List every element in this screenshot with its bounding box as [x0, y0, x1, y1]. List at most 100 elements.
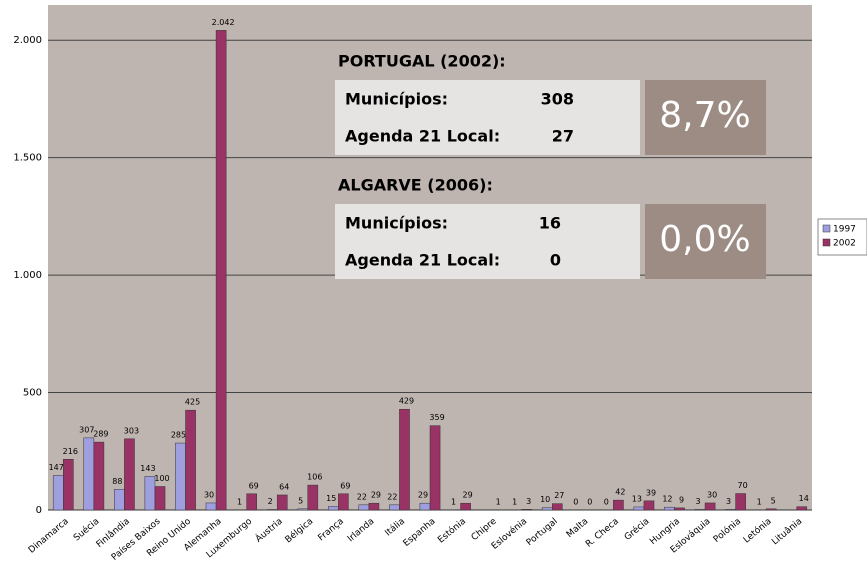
- value-label: 5: [771, 496, 776, 505]
- value-label: 0: [604, 498, 609, 507]
- bar: [114, 489, 124, 510]
- value-label: 22: [387, 492, 397, 501]
- value-label: 285: [171, 431, 186, 440]
- x-tick-label: Irlanda: [346, 517, 376, 545]
- annotation-title: ALGARVE (2006):: [338, 176, 493, 195]
- value-label: 1: [451, 497, 456, 506]
- value-label: 29: [463, 491, 473, 500]
- y-tick-label: 0: [36, 505, 42, 516]
- bar: [420, 503, 430, 510]
- x-tick-label: Polónia: [711, 516, 743, 545]
- bar: [206, 503, 216, 510]
- value-label: 106: [307, 473, 322, 482]
- annotation-label: Municípios:: [345, 214, 448, 233]
- annotation-label: Agenda 21 Local:: [345, 127, 500, 146]
- value-label: 29: [371, 491, 381, 500]
- bar: [430, 426, 440, 510]
- bar: [63, 459, 73, 510]
- bar: [298, 509, 308, 510]
- value-label: 13: [632, 494, 642, 503]
- bar: [542, 508, 552, 510]
- bar: [186, 410, 196, 510]
- value-label: 10: [540, 495, 550, 504]
- legend-label: 2002: [833, 239, 856, 249]
- x-tick-label: Malta: [565, 517, 590, 541]
- percent-value: 8,7%: [659, 95, 750, 136]
- value-label: 69: [249, 481, 259, 490]
- y-tick-label: 1.500: [13, 153, 42, 164]
- bar: [522, 509, 532, 510]
- value-label: 1: [496, 497, 501, 506]
- bar: [552, 504, 562, 510]
- x-tick-label: Áustria: [253, 515, 285, 545]
- value-label: 39: [646, 488, 656, 497]
- bar: [94, 442, 104, 510]
- x-tick-label: Grécia: [622, 516, 651, 543]
- x-tick-label: Lituânia: [770, 517, 804, 548]
- value-label: 22: [357, 492, 367, 501]
- value-label: 429: [399, 397, 414, 406]
- value-label: 307: [79, 425, 94, 434]
- bar: [644, 501, 654, 510]
- x-tick-label: Letónia: [741, 516, 773, 546]
- annotation-label: Municípios:: [345, 90, 448, 109]
- x-tick-label: R. Checa: [584, 517, 621, 550]
- value-label: 15: [326, 494, 336, 503]
- value-label: 359: [429, 413, 444, 422]
- y-tick-label: 1.000: [13, 270, 42, 281]
- value-label: 14: [799, 494, 809, 503]
- bar: [277, 495, 287, 510]
- value-label: 42: [615, 488, 625, 497]
- legend-swatch: [823, 225, 830, 232]
- percent-value: 0,0%: [659, 219, 750, 260]
- value-label: 9: [679, 495, 684, 504]
- bar: [613, 500, 623, 510]
- bar: [705, 503, 715, 510]
- value-label: 0: [573, 498, 578, 507]
- bar: [399, 409, 409, 510]
- bar: [53, 475, 63, 510]
- value-label: 143: [140, 464, 155, 473]
- bar: [216, 30, 226, 510]
- value-label: 303: [124, 426, 139, 435]
- value-label: 29: [418, 491, 428, 500]
- value-label: 147: [49, 463, 64, 472]
- value-label: 1: [512, 497, 517, 506]
- value-label: 30: [204, 490, 214, 499]
- value-label: 216: [63, 447, 78, 456]
- bar: [359, 505, 369, 510]
- annotation-value: 308: [541, 90, 574, 109]
- value-label: 3: [695, 497, 700, 506]
- value-label: 64: [279, 482, 289, 491]
- annotation-title: PORTUGAL (2002):: [338, 52, 506, 71]
- bar: [175, 443, 185, 510]
- value-label: 69: [340, 481, 350, 490]
- x-tick-label: França: [317, 517, 346, 544]
- bar: [797, 507, 807, 510]
- bar: [338, 494, 348, 510]
- value-label: 0: [587, 498, 592, 507]
- annotation-value: 16: [539, 214, 561, 233]
- annotation-value: 27: [552, 127, 574, 146]
- x-tick-label: Estónia: [436, 516, 468, 546]
- value-label: 5: [298, 496, 303, 505]
- value-label: 27: [554, 491, 564, 500]
- bar: [674, 508, 684, 510]
- bar: [155, 487, 165, 510]
- bar: [84, 438, 94, 510]
- bar: [695, 509, 705, 510]
- value-label: 70: [738, 481, 748, 490]
- x-tick-label: Bélgica: [283, 516, 315, 546]
- value-label: 30: [707, 490, 717, 499]
- value-label: 289: [93, 430, 108, 439]
- bar: [389, 505, 399, 510]
- bar: [766, 509, 776, 510]
- value-label: 1: [237, 497, 242, 506]
- x-tick-label: Itália: [384, 517, 407, 539]
- legend-label: 1997: [833, 225, 856, 235]
- bar: [369, 503, 379, 510]
- value-label: 3: [726, 497, 731, 506]
- annotation-label: Agenda 21 Local:: [345, 251, 500, 270]
- bar: [308, 485, 318, 510]
